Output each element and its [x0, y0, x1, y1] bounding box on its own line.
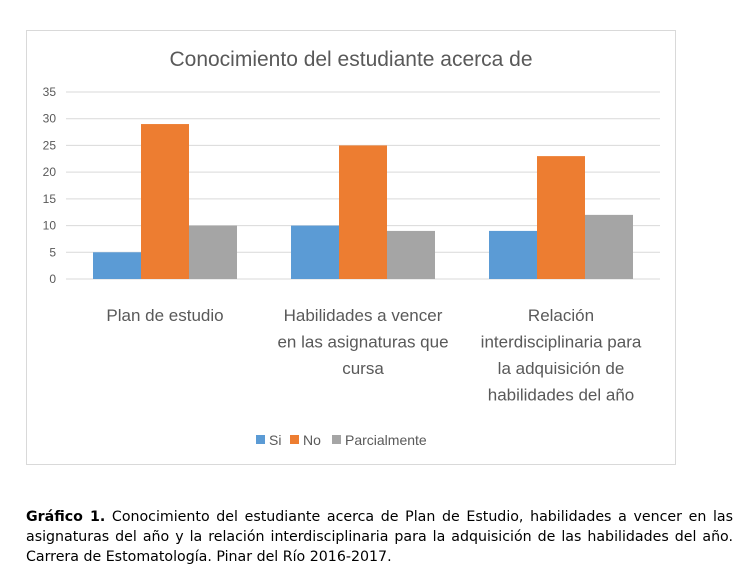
y-tick-label: 5	[49, 245, 56, 259]
legend-swatch-parcialmente	[332, 435, 341, 444]
bar-no-3	[537, 156, 585, 279]
legend-swatch-no	[290, 435, 299, 444]
chart-title: Conocimiento del estudiante acerca de	[169, 48, 532, 71]
legend-label-no: No	[303, 432, 321, 448]
bar-parcialmente-1	[189, 225, 237, 279]
x-category-label: Habilidades a vencer	[284, 306, 443, 325]
bar-si-3	[489, 230, 537, 279]
legend-label-parcialmente: Parcialmente	[345, 432, 427, 448]
chart-frame	[26, 30, 676, 465]
caption-label: Gráfico 1.	[26, 509, 106, 525]
bar-parcialmente-3	[585, 214, 633, 279]
y-tick-label: 10	[43, 219, 57, 233]
bar-parcialmente-2	[387, 230, 435, 279]
figure-caption: Gráfico 1. Conocimiento del estudiante a…	[26, 507, 733, 567]
bar-si-1	[93, 252, 141, 279]
x-category-label: habilidades del año	[488, 386, 635, 405]
x-category-label: en las asignaturas que	[277, 333, 448, 352]
y-tick-label: 25	[43, 138, 57, 152]
caption-text: Conocimiento del estudiante acerca de Pl…	[26, 509, 733, 565]
bar-no-2	[339, 145, 387, 279]
x-category-label: cursa	[342, 359, 384, 378]
y-tick-label: 20	[43, 165, 57, 179]
x-category-label: interdisciplinaria para	[481, 333, 642, 352]
bar-chart: Conocimiento del estudiante acerca de 0 5 1…	[43, 48, 660, 448]
legend-swatch-si	[256, 435, 265, 444]
x-category-label: Plan de estudio	[106, 306, 223, 325]
legend-label-si: Si	[269, 432, 281, 448]
y-tick-label: 35	[43, 85, 57, 99]
x-category-label: Relación	[528, 306, 594, 325]
bar-no-1	[141, 124, 189, 279]
y-tick-label: 30	[43, 112, 57, 126]
y-tick-label: 15	[43, 192, 57, 206]
x-category-label: la adquisición de	[498, 359, 625, 378]
bar-si-2	[291, 225, 339, 279]
y-tick-label: 0	[49, 272, 56, 286]
